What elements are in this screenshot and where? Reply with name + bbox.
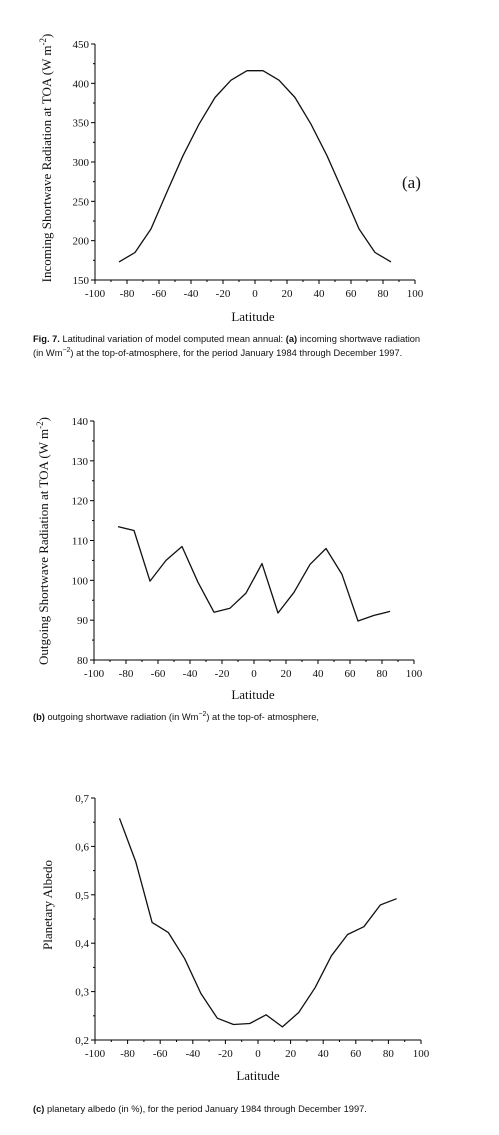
x-tick-label-a: 40 [314, 288, 326, 300]
x-tick-label-c: 40 [318, 1048, 330, 1060]
caption-fig7-a: (a) [285, 334, 298, 344]
caption-fig7-line2-sup: −2 [62, 347, 71, 354]
y-axis-title-a: Incoming Shortwave Radiation at TOA (W m… [38, 34, 54, 283]
ylabel-b: Outgoing Shortwave Radiation at TOA (W m [36, 429, 51, 665]
series-line-a [118, 70, 392, 263]
x-tick-label-a: -80 [120, 288, 135, 300]
caption-fig7-label: Fig. 7. [33, 334, 60, 344]
caption-fig7-line2-post: ) at the top-of-atmosphere, for the peri… [70, 348, 403, 359]
chart-c: Planetary Albedo Latitude 0,2 0,3 0,4 0,5 0,… [40, 793, 430, 1083]
caption-fig7: Fig. 7. Latitudinal variation of model c… [33, 333, 488, 359]
x-tick-label-a: 0 [252, 288, 258, 300]
x-tick-label-c: 100 [413, 1048, 430, 1060]
caption-b-label: (b) [33, 712, 45, 723]
svg-text:Incoming Shortwave Radiation a: Incoming Shortwave Radiation at TOA (W m… [38, 34, 54, 283]
ylabel-close-a: ) [39, 34, 54, 38]
caption-c: (c) planetary albedo (in %), for the per… [33, 1103, 488, 1115]
x-tick-label-c: -100 [85, 1048, 106, 1060]
y-axis-title-b: Outgoing Shortwave Radiation at TOA (W m… [35, 417, 51, 665]
x-tick-label-b: -100 [84, 668, 105, 680]
y-tick-label-a: 200 [73, 236, 90, 248]
x-tick-label-c: -40 [185, 1048, 200, 1060]
x-tick-label-c: 60 [350, 1048, 362, 1060]
y-tick-label-b: 90 [77, 615, 89, 627]
y-tick-label-b: 100 [72, 575, 89, 587]
y-tick-label-a: 300 [73, 157, 90, 169]
ylabel-c: Planetary Albedo [40, 860, 55, 950]
ylabel-sup-a: -2 [38, 38, 48, 46]
y-tick-label-b: 120 [72, 496, 89, 508]
caption-c-text: planetary albedo (in %), for the period … [44, 1104, 367, 1114]
x-tick-label-b: -80 [119, 668, 134, 680]
x-tick-label-a: 100 [407, 288, 424, 300]
svg-text:Outgoing Shortwave Radiation a: Outgoing Shortwave Radiation at TOA (W m… [35, 417, 51, 665]
y-tick-label-a: 350 [73, 118, 90, 130]
y-tick-label-c: 0,5 [75, 890, 89, 902]
chart-b: Outgoing Shortwave Radiation at TOA (W m… [35, 416, 423, 702]
x-tick-label-b: 80 [377, 668, 389, 680]
x-tick-label-b: 60 [345, 668, 357, 680]
xlabel-c: Latitude [236, 1068, 280, 1083]
y-tick-label-b: 140 [72, 416, 89, 428]
x-tick-label-a: 80 [378, 288, 390, 300]
y-tick-label-a: 250 [73, 196, 90, 208]
x-tick-label-a: 60 [346, 288, 358, 300]
ylabel-sup-b: -2 [35, 421, 45, 429]
x-tick-label-b: 0 [251, 668, 257, 680]
y-tick-label-c: 0,3 [75, 987, 89, 999]
series-line-b [117, 525, 391, 622]
caption-fig7-text2: incoming shortwave radiation [297, 334, 421, 344]
x-tick-label-a: 20 [282, 288, 294, 300]
y-tick-label-a: 150 [73, 275, 90, 287]
caption-b-post: ) at the top-of- atmosphere, [206, 712, 319, 723]
y-tick-label-c: 0,2 [75, 1035, 89, 1047]
y-tick-label-a: 450 [73, 39, 90, 51]
y-tick-label-c: 0,7 [75, 793, 89, 805]
y-tick-label-a: 400 [73, 78, 90, 90]
chart-a: Incoming Shortwave Radiation at TOA (W m… [38, 34, 424, 324]
panel-label-a: (a) [402, 173, 421, 192]
xlabel-b: Latitude [231, 687, 275, 702]
caption-fig7-text1: Latitudinal variation of model computed … [59, 334, 286, 344]
x-tick-label-b: -20 [215, 668, 230, 680]
caption-b-sup: −2 [198, 711, 207, 718]
caption-fig7-line2-pre: (in Wm [33, 348, 63, 359]
ylabel-a: Incoming Shortwave Radiation at TOA (W m [39, 45, 54, 282]
x-tick-label-b: -40 [183, 668, 198, 680]
x-tick-label-a: -40 [184, 288, 199, 300]
x-tick-label-c: 20 [285, 1048, 297, 1060]
caption-b: (b) outgoing shortwave radiation (in Wm−… [33, 709, 488, 723]
x-tick-label-a: -20 [216, 288, 231, 300]
y-tick-label-b: 110 [72, 536, 89, 548]
xlabel-a: Latitude [231, 309, 275, 324]
x-tick-label-c: -20 [218, 1048, 233, 1060]
x-tick-label-a: -100 [85, 288, 106, 300]
caption-b-pre: outgoing shortwave radiation (in Wm [44, 712, 199, 723]
caption-c-label: (c) [33, 1104, 45, 1114]
x-tick-label-b: 100 [406, 668, 423, 680]
x-tick-label-b: 20 [281, 668, 293, 680]
x-tick-label-b: -60 [151, 668, 166, 680]
x-tick-label-c: 80 [383, 1048, 395, 1060]
ylabel-close-b: ) [36, 417, 51, 421]
y-tick-label-b: 130 [72, 456, 89, 468]
x-tick-label-c: -60 [153, 1048, 168, 1060]
x-tick-label-c: 0 [255, 1048, 261, 1060]
x-tick-label-c: -80 [120, 1048, 135, 1060]
y-tick-label-c: 0,4 [75, 938, 89, 950]
x-tick-label-b: 40 [313, 668, 325, 680]
y-tick-label-b: 80 [77, 655, 89, 667]
y-tick-label-c: 0,6 [75, 841, 89, 853]
x-tick-label-a: -60 [152, 288, 167, 300]
series-line-c [118, 818, 397, 1028]
